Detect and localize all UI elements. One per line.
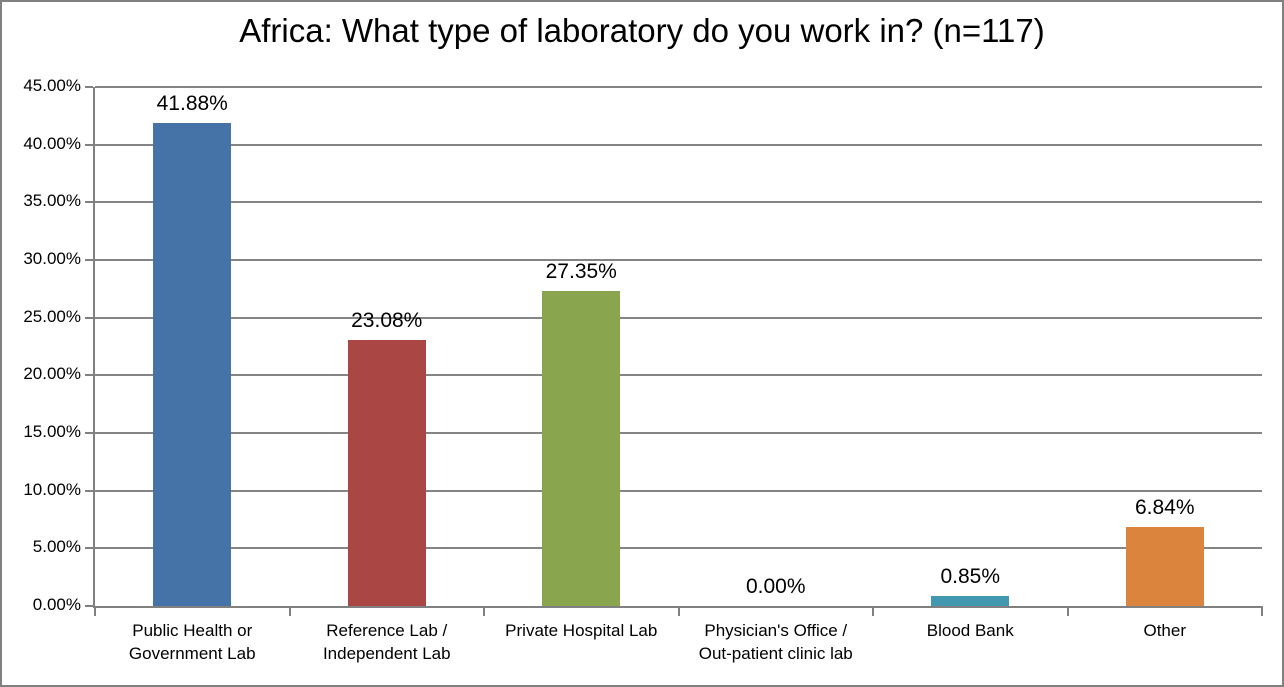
bar (347, 339, 426, 606)
y-axis-tick-label: 10.00% (23, 479, 81, 499)
x-axis-tick (677, 606, 680, 616)
y-axis-tick-label: 25.00% (23, 306, 81, 326)
bar-value-label: 23.08% (351, 308, 423, 332)
y-axis-tick (85, 547, 93, 550)
y-axis-tick (85, 605, 93, 607)
y-axis-tick (85, 316, 93, 319)
y-gridline (95, 547, 1262, 550)
x-category-label: Public Health or Government Lab (128, 621, 256, 663)
x-category-label: Other (1143, 621, 1187, 640)
x-category-label: Reference Lab / Independent Lab (322, 621, 451, 663)
x-axis-tick (1066, 606, 1069, 616)
y-gridline (95, 489, 1262, 492)
chart-title: Africa: What type of laboratory do you w… (239, 12, 1045, 49)
y-axis-tick (85, 143, 93, 146)
y-gridline (95, 259, 1262, 261)
x-category-label: Blood Bank (926, 621, 1014, 640)
y-axis-tick (85, 259, 93, 261)
y-axis-tick-label: 45.00% (23, 76, 81, 95)
bar (931, 596, 1010, 606)
x-axis-tick (288, 606, 291, 616)
y-gridline (95, 374, 1262, 377)
bar-value-label: 6.84% (1134, 496, 1195, 520)
bar-value-label: 0.00% (745, 575, 806, 598)
y-axis-tick (85, 374, 93, 377)
y-gridline (95, 201, 1262, 204)
y-axis-tick-label: 30.00% (23, 249, 81, 268)
y-axis-tick (85, 201, 93, 204)
x-axis-tick (1261, 606, 1263, 616)
bar-value-label: 0.85% (940, 565, 1001, 589)
plot-area: 0.00% 5.00% 10.00% 15.00% 20.00% 25.00% 30.00%… (23, 76, 1263, 663)
y-axis-tick (85, 489, 93, 492)
y-axis-tick (85, 432, 93, 434)
y-axis-tick-label: 40.00% (23, 133, 81, 153)
bar (542, 290, 621, 606)
bar (1125, 527, 1204, 606)
y-gridline (95, 316, 1262, 319)
y-gridline (95, 432, 1262, 434)
x-axis-tick (483, 606, 485, 616)
y-axis-tick (85, 86, 93, 88)
bar (153, 122, 232, 606)
x-axis-tick (872, 606, 874, 616)
x-axis-tick (94, 606, 96, 616)
bar-value-label: 27.35% (545, 259, 617, 283)
y-axis-tick-label: 20.00% (23, 364, 81, 384)
x-category-label: Physician's Office / Out-patient clinic … (698, 621, 853, 663)
y-gridline (95, 86, 1262, 88)
y-axis-tick-label: 5.00% (32, 537, 81, 557)
x-category-label: Private Hospital Lab (505, 621, 658, 640)
y-axis-tick-label: 0.00% (32, 595, 81, 614)
bar-value-label: 41.88% (156, 91, 228, 115)
y-gridline (95, 143, 1262, 146)
y-axis-tick-label: 15.00% (23, 422, 81, 441)
y-axis-tick-label: 35.00% (23, 191, 81, 211)
